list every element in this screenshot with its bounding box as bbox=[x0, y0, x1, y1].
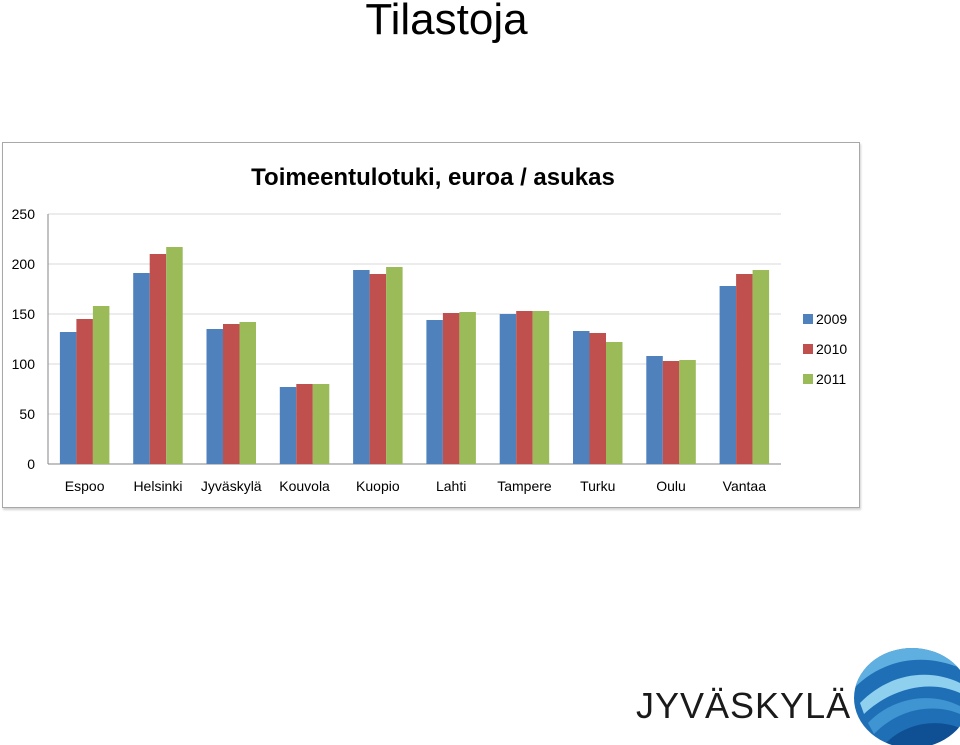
bar-2009-2 bbox=[206, 329, 223, 464]
bar-2010-5 bbox=[442, 313, 460, 464]
y-tick-label: 100 bbox=[12, 356, 36, 372]
bar-2011-8 bbox=[679, 360, 696, 464]
bar-2011-3 bbox=[312, 384, 330, 464]
bars bbox=[59, 247, 770, 464]
bar-2010-6 bbox=[516, 311, 533, 464]
bar-2011-2 bbox=[239, 322, 256, 464]
chart-title: Toimeentulotuki, euroa / asukas bbox=[251, 164, 615, 191]
jyvaskyla-logo: JYVÄSKYLÄ bbox=[636, 648, 960, 745]
bar-2009-3 bbox=[279, 387, 297, 464]
bar-2009-9 bbox=[719, 286, 737, 464]
bar-2010-8 bbox=[662, 361, 680, 464]
legend: 2009 2010 2011 bbox=[803, 311, 847, 387]
x-category-label: Jyväskylä bbox=[201, 478, 262, 494]
bar-2009-5 bbox=[426, 320, 443, 464]
y-axis-ticks: 0 50 100 150 200 250 bbox=[12, 206, 36, 472]
x-category-label: Turku bbox=[580, 478, 615, 494]
bar-chart: Toimeentulotuki, euroa / asukas 0 50 100 15… bbox=[12, 164, 848, 494]
chart-container: Toimeentulotuki, euroa / asukas 0 50 100 15… bbox=[2, 142, 860, 508]
y-tick-label: 250 bbox=[12, 206, 36, 222]
bar-2011-4 bbox=[386, 267, 403, 464]
y-tick-label: 50 bbox=[19, 406, 35, 422]
slide-title: Tilastoja bbox=[365, 0, 528, 44]
jyvaskyla-wave-logo-icon bbox=[854, 648, 960, 745]
x-category-label: Espoo bbox=[65, 478, 105, 494]
x-category-label: Tampere bbox=[497, 478, 552, 494]
x-axis-categories: Espoo Helsinki Jyväskylä Kouvola Kuopio Lahti… bbox=[65, 478, 766, 494]
x-category-label: Vantaa bbox=[723, 478, 767, 494]
y-tick-label: 0 bbox=[27, 456, 35, 472]
x-category-label: Kuopio bbox=[356, 478, 400, 494]
bar-2010-1 bbox=[149, 254, 167, 464]
bar-2011-5 bbox=[459, 312, 476, 464]
x-category-label: Helsinki bbox=[133, 478, 182, 494]
bar-2010-3 bbox=[296, 384, 313, 464]
bar-2010-9 bbox=[736, 274, 753, 464]
bar-2011-0 bbox=[92, 306, 110, 464]
legend-label: 2010 bbox=[816, 341, 847, 357]
bar-2009-8 bbox=[646, 356, 663, 464]
legend-label: 2011 bbox=[816, 371, 846, 387]
bar-2011-6 bbox=[532, 311, 550, 464]
bar-2011-9 bbox=[752, 270, 770, 464]
bar-2011-1 bbox=[166, 247, 183, 464]
bar-2009-4 bbox=[353, 270, 370, 464]
bar-2010-7 bbox=[589, 333, 606, 464]
legend-swatch-2011 bbox=[803, 374, 813, 384]
legend-swatch-2010 bbox=[803, 344, 813, 354]
x-category-label: Lahti bbox=[436, 478, 466, 494]
y-tick-label: 200 bbox=[12, 256, 36, 272]
legend-label: 2009 bbox=[816, 311, 847, 327]
bar-2009-1 bbox=[133, 273, 150, 464]
bar-2010-0 bbox=[76, 319, 93, 464]
logo-text: JYVÄSKYLÄ bbox=[636, 685, 852, 726]
bar-2009-7 bbox=[573, 331, 590, 464]
x-category-label: Kouvola bbox=[279, 478, 330, 494]
bar-2011-7 bbox=[606, 342, 623, 464]
bar-2009-6 bbox=[499, 314, 517, 464]
bar-2010-2 bbox=[223, 324, 240, 464]
x-category-label: Oulu bbox=[656, 478, 686, 494]
bar-2010-4 bbox=[369, 274, 387, 464]
y-tick-label: 150 bbox=[12, 306, 36, 322]
bar-2009-0 bbox=[59, 332, 77, 464]
legend-swatch-2009 bbox=[803, 314, 813, 324]
